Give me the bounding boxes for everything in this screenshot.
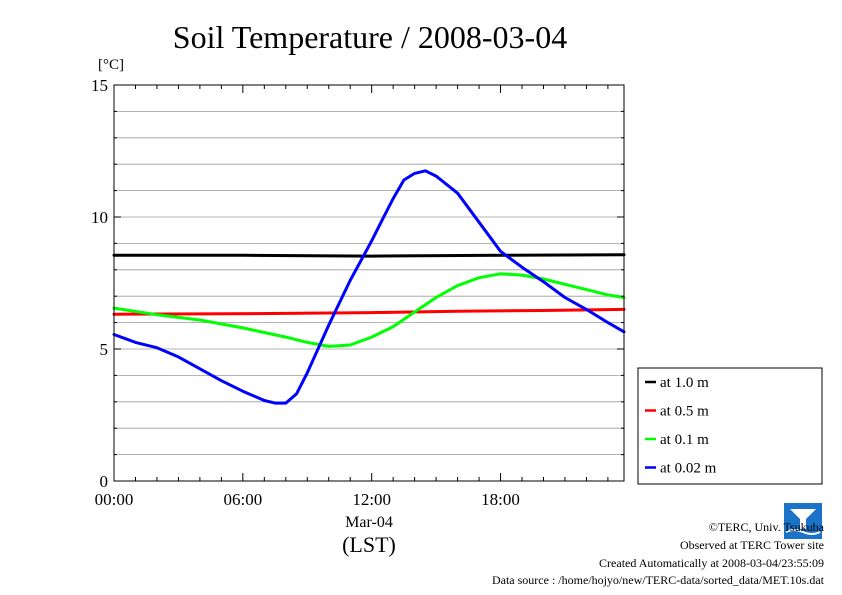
series-line-at-1-0-m [112,253,626,258]
data-source-text: Data source : /home/hojyo/new/TERC-data/… [491,573,824,587]
y-axis-label: [°C] [98,57,124,73]
terc-logo-icon [784,503,822,539]
series-line-at-0-02-m [112,169,626,405]
legend-label: at 0.1 m [660,432,709,448]
y-tick-label: 5 [100,340,109,359]
chart-title: Soil Temperature / 2008-03-04 [173,19,567,55]
x-tick-label: 06:00 [223,490,262,509]
created-text: Created Automatically at 2008-03-04/23:5… [599,556,824,570]
grid-lines [114,111,624,456]
legend-label: at 1.0 m [660,375,709,391]
date-label: Mar-04 [345,514,393,531]
x-tick-labels: 00:00 06:00 12:00 18:00 [95,85,609,509]
series-lines [112,169,626,405]
plot-frame [113,84,625,482]
y-tick-label: 15 [91,76,108,95]
legend-box [637,367,823,485]
legend-items: at 1.0 m at 0.5 m at 0.1 m at 0.02 m [645,375,717,477]
x-tick-label: 18:00 [481,490,520,509]
y-tick-labels: 0 5 10 15 [91,76,624,491]
y-tick-label: 0 [100,472,109,491]
legend-label: at 0.5 m [660,404,709,420]
observed-text: Observed at TERC Tower site [679,538,824,552]
y-tick-label: 10 [91,208,108,227]
series-line-at-0-1-m [112,272,626,348]
x-tick-label: 12:00 [352,490,391,509]
copyright-text: ©TERC, Univ. Tsukuba [708,520,824,534]
legend: at 1.0 m at 0.5 m at 0.1 m at 0.02 m [637,367,823,485]
x-axis-label: (LST) [342,532,396,557]
legend-label: at 0.02 m [660,461,717,477]
x-tick-label: 00:00 [95,490,134,509]
series-line-at-0-5-m [112,307,626,316]
